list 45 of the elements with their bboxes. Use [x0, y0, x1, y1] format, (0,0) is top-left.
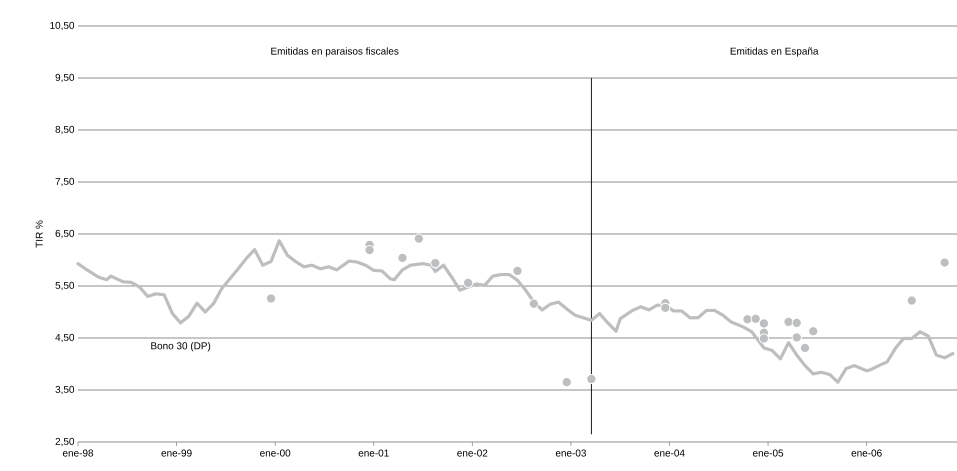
point	[792, 318, 802, 328]
point	[906, 296, 917, 306]
x-tick-label: ene-03	[556, 450, 586, 457]
point	[742, 314, 753, 324]
point	[562, 377, 572, 388]
x-tick-label: ene-01	[358, 450, 389, 457]
point	[750, 314, 761, 324]
x-tick-label: ene-98	[62, 450, 94, 457]
y-tick-label: 5,50	[55, 282, 74, 290]
x-tick-label: ene-02	[457, 450, 488, 457]
text: Bono 30 (DP)	[151, 342, 210, 352]
y-tick-label: 8,50	[56, 126, 74, 134]
point	[586, 374, 596, 384]
x-tick-label: ene-04	[654, 450, 685, 457]
point	[758, 318, 769, 328]
y-tick-label: 10,50	[50, 22, 74, 30]
x-tick-label: ene-00	[260, 450, 290, 457]
point	[397, 252, 408, 263]
point	[800, 342, 810, 353]
y-tick-label: 4,50	[55, 334, 74, 342]
point	[512, 266, 522, 276]
y-tick-label: 2,50	[56, 438, 74, 446]
y-tick-label: 6,50	[56, 230, 74, 238]
point	[792, 332, 802, 343]
point	[463, 278, 474, 288]
y-axis-title: TIR %	[36, 220, 43, 248]
x-tick-label: ene-05	[752, 450, 784, 457]
point	[266, 293, 276, 304]
y-tick-label: 3,50	[55, 386, 74, 394]
y-tick-label: 7,50	[56, 178, 74, 186]
point	[364, 245, 375, 256]
x-tick-label: ene-06	[852, 450, 882, 457]
point	[414, 234, 424, 244]
y-tick-label: 9,50	[56, 74, 74, 82]
point	[528, 298, 539, 309]
annotation: Emitidas en paraisos fiscales	[271, 47, 399, 57]
point	[940, 258, 950, 268]
annotation: Emitidas en España	[730, 47, 818, 57]
point	[808, 326, 818, 336]
point	[660, 302, 670, 313]
point	[430, 258, 440, 268]
x-tick-label: ene-99	[161, 450, 192, 457]
point	[758, 333, 769, 344]
point	[783, 316, 794, 327]
line-series	[76, 239, 954, 384]
